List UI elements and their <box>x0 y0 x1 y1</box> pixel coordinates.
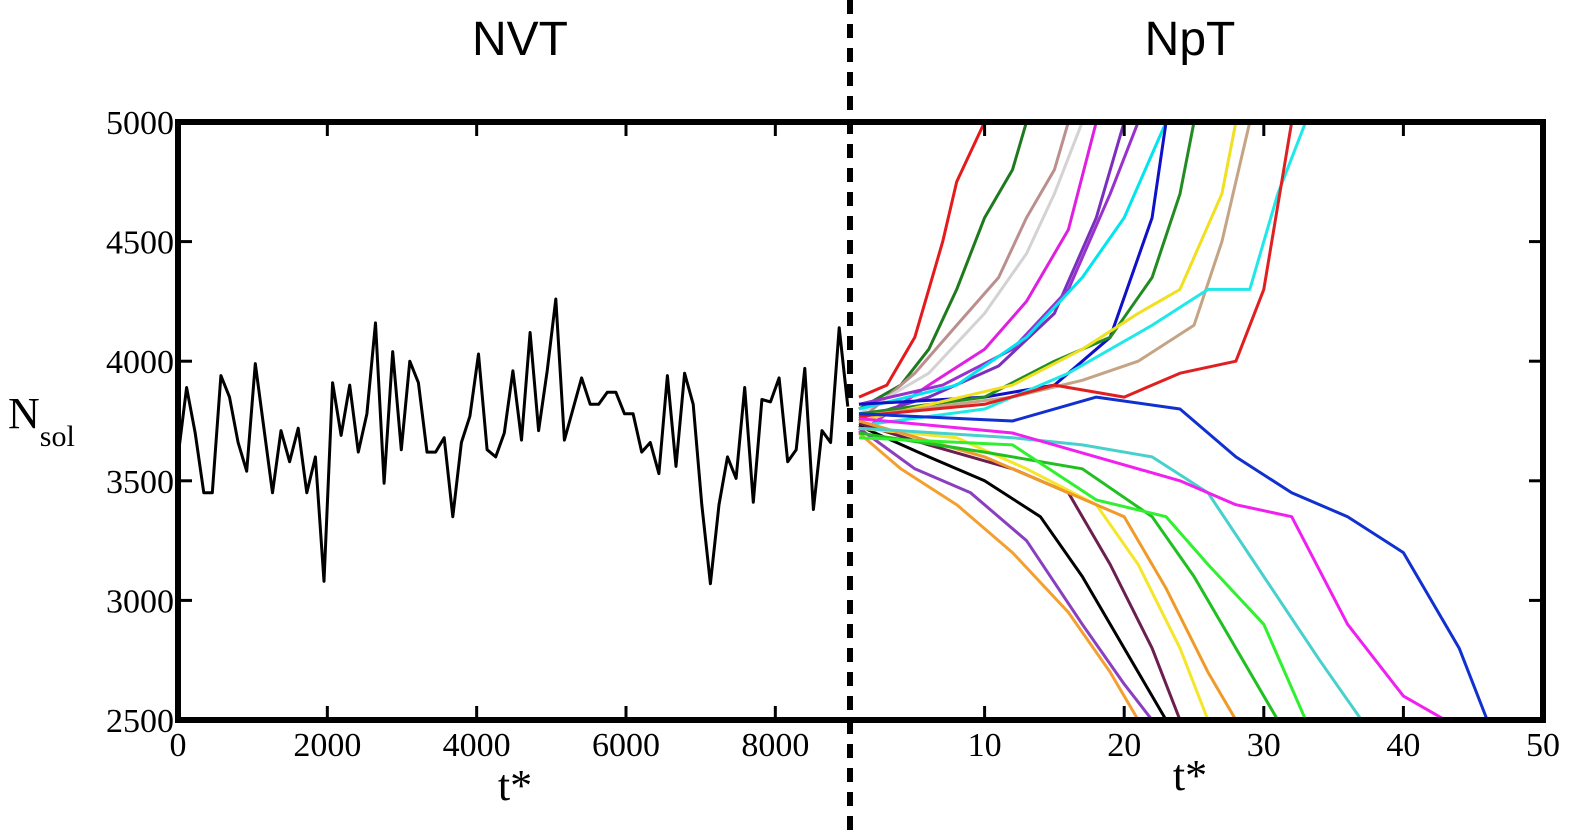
x-tick-label: 40 <box>1386 727 1420 764</box>
data-line <box>858 122 1168 411</box>
axes: 0 2000 4000 6000 8000 2500 3000 3500 4000 4500 500… <box>106 105 1560 764</box>
y-tick-label: 4000 <box>106 344 174 381</box>
data-line <box>858 426 1154 720</box>
panel-title: NpT <box>1145 13 1236 66</box>
x-tick-label: 0 <box>170 727 187 764</box>
data-line <box>858 431 1280 720</box>
y-tick-label: 3000 <box>106 583 174 620</box>
data-line <box>858 122 1070 423</box>
data-line <box>858 122 1238 423</box>
panel-title: NVT <box>472 13 568 66</box>
data-line <box>858 122 1140 406</box>
data-line <box>858 424 1168 720</box>
y-axis-label-main: N <box>8 389 40 438</box>
x-tick-label: 30 <box>1247 727 1281 764</box>
data-line <box>858 426 1363 720</box>
data-line <box>858 431 1140 720</box>
y-tick-label: 4500 <box>106 225 174 262</box>
x-tick-label: 4000 <box>443 727 511 764</box>
data-line <box>178 297 850 586</box>
x-tick-label: 6000 <box>592 727 660 764</box>
x-axis-label: t* <box>498 761 532 810</box>
x-tick-label: 2000 <box>293 727 361 764</box>
y-tick-label: 3500 <box>106 464 174 501</box>
x-axis-label: t* <box>1173 751 1207 800</box>
plot-lines <box>178 122 1489 720</box>
x-tick-label: 8000 <box>741 727 809 764</box>
y-tick-label: 2500 <box>106 703 174 740</box>
data-line <box>858 436 1308 720</box>
data-line <box>858 419 1238 720</box>
data-line <box>858 122 986 399</box>
x-tick-label: 20 <box>1107 727 1141 764</box>
data-line <box>858 122 1196 416</box>
y-axis-label: Nsol <box>8 389 75 453</box>
data-line <box>858 122 1098 435</box>
data-line <box>858 395 1489 720</box>
data-line <box>858 122 1028 411</box>
data-line <box>858 122 1084 416</box>
y-axis-label-sub: sol <box>40 420 75 453</box>
x-tick-label: 10 <box>968 727 1002 764</box>
plot-frame <box>175 119 1546 723</box>
x-tick-label: 50 <box>1526 727 1560 764</box>
data-line <box>858 122 1168 406</box>
data-line <box>858 122 1294 418</box>
data-line <box>858 122 1308 428</box>
y-tick-label: 5000 <box>106 105 174 142</box>
data-line <box>858 417 1447 720</box>
